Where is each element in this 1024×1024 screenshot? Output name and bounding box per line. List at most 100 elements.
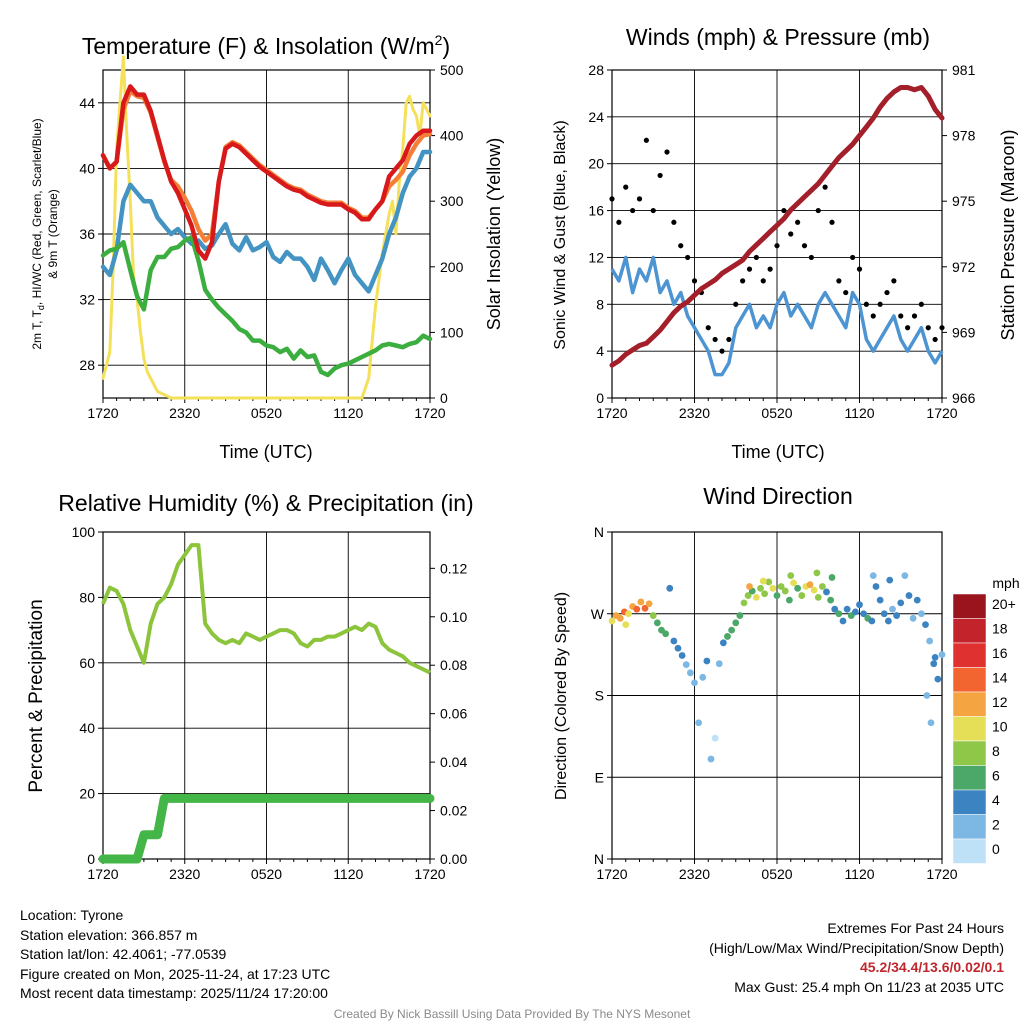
direction-point [823,588,830,596]
y-tick-label: E [595,769,604,785]
gust-point [705,325,711,331]
gust-point [822,184,828,190]
direction-point [828,574,836,581]
y-tick-label: 0 [596,390,604,406]
y-tick-label: 60 [79,655,95,671]
station-elevation: Station elevation: 366.857 m [20,926,198,943]
legend-label: 16 [992,645,1008,661]
legend-label: 10 [992,719,1008,735]
gust-point [808,254,814,261]
x-tick-label: 1120 [333,866,363,882]
legend-swatch [952,691,987,717]
direction-point [703,657,711,665]
series-line-wind-chill [100,149,433,294]
direction-point [759,577,767,585]
y2-tick-label: 0.02 [440,803,467,819]
direction-point [931,653,939,661]
gust-point [932,336,938,343]
direction-point [757,584,764,592]
direction-point [868,617,876,625]
y-tick-label: 28 [79,357,95,373]
series-line-solar-insolation [101,55,432,400]
direction-point [872,583,880,590]
direction-point [930,660,938,668]
y2-tick-label: 966 [952,390,976,406]
direction-point [893,612,901,619]
direction-point [773,592,781,599]
gust-point [753,254,759,261]
direction-point [917,610,925,618]
direction-point [889,605,896,613]
legend-swatch [952,814,987,840]
direction-point [876,596,884,604]
y2-tick-label: 0.04 [440,754,467,770]
direction-point [897,599,905,607]
direction-point [860,610,868,618]
direction-point [787,572,795,579]
direction-point [724,633,731,640]
legend-label: 6 [992,768,1000,784]
direction-point [608,617,616,625]
direction-point [851,608,859,616]
direction-point [926,637,934,645]
gust-point [657,172,663,179]
gust-point [719,348,725,354]
x-tick-label: 1720 [87,866,118,882]
direction-point [682,661,690,669]
direction-point [752,594,760,601]
direction-point [818,583,826,590]
gust-point [836,278,842,284]
extremes-title: Extremes For Past 24 Hours [827,920,1004,936]
humidity-panel: Relative Humidity (%) & Precipitation (i… [26,490,474,882]
gust-point [664,149,670,155]
direction-point [769,584,777,592]
direction-point [777,583,785,590]
station-latlon: Station lat/lon: 42.4061; -77.0539 [20,946,227,962]
gust-point [636,196,643,202]
winds-title: Winds (mph) & Pressure (mb) [626,24,930,50]
legend-label: 2 [992,817,1000,833]
direction-point [686,669,694,677]
gust-point [774,243,780,249]
max-gust: Max Gust: 25.4 mph On 11/23 at 2035 UTC [734,978,1004,995]
direction-point [765,578,773,586]
y2-tick-label: 200 [440,259,464,275]
direction-point [719,639,727,647]
x-tick-label: 1720 [596,866,627,882]
x-tick-label: 1720 [414,866,445,882]
legend-swatch [952,593,987,619]
gust-point [746,266,753,272]
y-tick-label: 44 [79,95,95,111]
direction-point [645,600,653,608]
gust-point [650,207,656,214]
x-tick-label: 2320 [679,866,710,882]
legend-swatch [952,716,987,742]
direction-point [616,614,624,622]
direction-point [746,583,753,590]
direction-point [913,596,921,604]
gust-point [740,278,746,284]
direction-point [790,579,797,587]
direction-point [835,610,843,618]
winds-xlabel: Time (UTC) [731,442,824,462]
direction-point [641,604,649,612]
y2-tick-label: 972 [952,259,976,275]
gust-point [856,266,863,272]
wind-direction-ylabel: Direction (Colored By Speed) [553,592,570,800]
legend-swatch [952,667,987,693]
gust-point [843,289,849,296]
direction-point [740,599,748,607]
direction-point [744,592,752,599]
credit-line: Created By Nick Bassill Using Data Provi… [333,1007,691,1021]
direction-point [927,719,935,727]
y2-tick-label: 400 [440,128,464,144]
direction-point [810,586,818,594]
y2-tick-label: 969 [952,324,976,340]
y2-tick-label: 300 [440,193,464,209]
direction-point [732,619,740,627]
y2-tick-label: 0.00 [440,851,467,867]
extremes-values: 45.2/34.4/13.6/0.02/0.1 [859,959,1004,975]
direction-point [625,610,632,618]
series-line-station-pressure [609,85,945,368]
gust-point [630,207,636,214]
